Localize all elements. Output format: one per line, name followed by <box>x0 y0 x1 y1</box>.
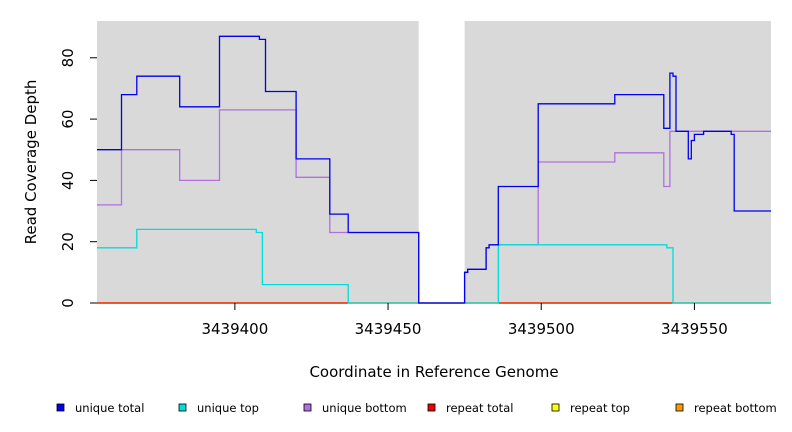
x-tick-label: 3439550 <box>661 320 728 338</box>
y-tick-label: 20 <box>59 232 77 251</box>
legend-label: repeat top <box>570 401 630 415</box>
y-tick-label: 40 <box>59 171 77 190</box>
legend-swatch <box>178 403 187 412</box>
x-tick-label: 3439450 <box>355 320 422 338</box>
legend-label: unique top <box>197 401 259 415</box>
x-axis-title: Coordinate in Reference Genome <box>309 363 558 381</box>
legend-swatch <box>427 403 436 412</box>
axes: 3439400 3439450 3439500 3439550 0 20 40 60 80 <box>59 48 728 338</box>
legend-label: repeat total <box>446 401 513 415</box>
legend-label: unique total <box>75 401 144 415</box>
x-tick-label: 3439400 <box>201 320 268 338</box>
series-line-unique-total <box>97 35 771 304</box>
gap-region <box>418 21 465 303</box>
legend-swatch <box>551 403 560 412</box>
legend-label: unique bottom <box>322 401 407 415</box>
y-tick-label: 80 <box>59 48 77 67</box>
y-tick-label: 0 <box>59 298 77 308</box>
y-axis-title: Read Coverage Depth <box>22 80 40 245</box>
legend-swatch <box>56 403 65 412</box>
legend-label: repeat bottom <box>694 401 777 415</box>
legend-swatch <box>675 403 684 412</box>
x-tick-label: 3439500 <box>508 320 575 338</box>
legend: unique total unique top unique bottom repea… <box>56 401 777 415</box>
y-tick-label: 60 <box>59 110 77 129</box>
series-layer <box>97 35 771 304</box>
legend-swatch <box>303 403 312 412</box>
series-line-unique-top <box>97 228 771 304</box>
